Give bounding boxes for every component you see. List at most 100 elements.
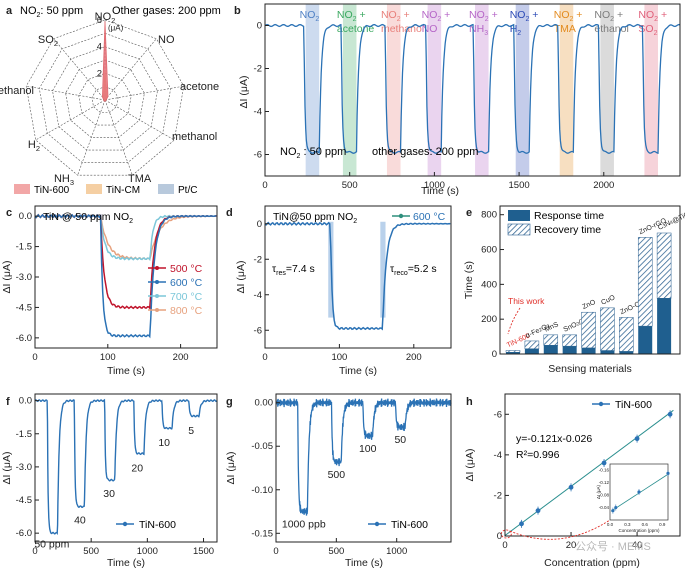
bar-response-2 — [543, 345, 558, 354]
panel-g: g 1000 ppb 500 100 50 0.00 -0.05 -0.10 -0.150 50… — [225, 393, 452, 569]
panel-f-conc-2: 30 — [103, 488, 115, 500]
legend-ptc: Pt/C — [178, 185, 197, 196]
panel-b-frame — [264, 3, 681, 177]
panel-e-ytick-label-2: 400 — [481, 279, 497, 290]
panel-e-ylabel: Time (s) — [463, 261, 475, 299]
gas-label-3: NO2 + — [422, 9, 451, 23]
panel-b-ytick-label-2: -4 — [254, 107, 262, 118]
radar-axis-label-6: H2 — [28, 139, 40, 153]
bar-recovery-3 — [562, 334, 577, 347]
bar-recovery-2 — [543, 334, 559, 346]
panel-d-xtick-label-1: 100 — [331, 352, 347, 363]
panel-d-tres: τres=7.4 s — [272, 263, 315, 277]
pulse-band-5 — [515, 4, 530, 176]
panel-e-xlabel: Sensing materials — [548, 363, 631, 375]
panel-d-frame — [264, 205, 452, 349]
radar-axis-label-8: SO2 — [38, 34, 58, 48]
inset-arrow — [509, 519, 611, 540]
panel-d: d 0 -2 -4 -6 0 100 200 TiN@50 ppm NO2 600 °C τ… — [226, 205, 452, 377]
panel-g-letter: g — [226, 396, 233, 408]
panel-c-ytick-label-3: -4.5 — [16, 302, 32, 313]
panel-h: h 0 -2 -4 -6 0 20 40 TiN-600 y=-0.121x-0.026 R… — [464, 393, 681, 569]
panel-f-frame — [34, 393, 218, 543]
panel-b-xlabel: Time (s) — [421, 185, 459, 197]
inset-ylabel: ΔI (μA) — [596, 484, 601, 499]
panel-c-xtick-label-1: 100 — [100, 352, 116, 363]
inset-point-0 — [611, 509, 615, 513]
panel-c-ytick-label-4: -6.0 — [16, 333, 32, 344]
bar-response-4 — [581, 347, 596, 354]
panel-e-ytick-label-3: 600 — [481, 245, 497, 256]
this-work-arrow — [507, 307, 521, 335]
panel-h-ylabel: ΔI (μA) — [464, 449, 476, 482]
radar-unit: (μA) — [108, 24, 124, 33]
panel-g-ylabel: ΔI (μA) — [225, 452, 237, 485]
panel-c-ytick-label-0: 0.0 — [19, 211, 32, 222]
radar-series-TiN-600 — [101, 21, 109, 102]
panel-d-ytick-label-1: -2 — [254, 254, 262, 265]
panel-d-ytick-label-0: 0 — [257, 219, 262, 230]
panel-d-ytick-label-3: -6 — [254, 325, 262, 336]
panel-a-letter: a — [6, 5, 13, 17]
panel-g-conc-0: 1000 ppb — [282, 519, 326, 531]
panel-h-xtick-label-1: 20 — [566, 540, 577, 551]
panel-d-letter: d — [226, 207, 233, 219]
panel-g-xlabel: Time (s) — [345, 557, 383, 569]
panel-g-legend: TiN-600 — [391, 519, 428, 531]
panel-e-ytick-label-0: 0 — [492, 349, 497, 360]
inset-ytick-0: -0.16 — [599, 468, 610, 473]
panel-b-no2-note: NO2 : 50 ppm — [280, 146, 346, 160]
panel-c-plot: 0.0 -1.5 -3.0 -4.5 -6.00 100 200 — [16, 211, 217, 363]
bar-response-8 — [657, 298, 672, 354]
bar-response-3 — [562, 346, 577, 354]
gas-label-7: NO2 + — [594, 9, 623, 23]
panel-g-frame — [275, 393, 452, 543]
panel-g-xtick-label-2: 1000 — [386, 546, 407, 557]
panel-a: a NO2: 50 ppm Other gases: 200 ppm 2 4 6 (μ… — [0, 5, 221, 196]
bar-recovery-4 — [581, 311, 596, 349]
bar-response-0 — [506, 352, 520, 354]
panel-f-legend: TiN-600 — [139, 519, 176, 531]
gas-label-1: NO2 + — [337, 9, 366, 23]
panel-h-xtick-label-0: 0 — [502, 540, 507, 551]
pulse-band-7 — [600, 4, 614, 176]
panel-f-conc-1: 40 — [74, 514, 86, 526]
panel-b-ytick-label-0: 0 — [257, 21, 262, 32]
pulse-band-0 — [305, 4, 320, 176]
legend-swatch-tin600 — [14, 184, 30, 194]
radar-tick-0: 2 — [97, 68, 102, 79]
panel-a-legend: TiN-600 TiN-CM Pt/C — [14, 184, 197, 196]
pulse-band-4 — [475, 4, 489, 176]
gas-label-2: NO2 + — [381, 9, 410, 23]
pulse-band-3 — [427, 4, 442, 176]
legend-700: 700 °C — [170, 291, 203, 303]
panel-b-xtick-label-3: 1500 — [509, 180, 530, 191]
panel-h-frame — [504, 393, 681, 537]
legend-swatch-ptc — [158, 184, 174, 194]
inset-xlabel: Concentration (ppm) — [618, 528, 660, 533]
panel-f-xlabel: Time (s) — [107, 557, 145, 569]
panel-g-conc-3: 50 — [394, 434, 406, 446]
gas-label-line2-2: methanol — [381, 23, 424, 35]
inset-xtick-3: 0.9 — [659, 522, 666, 527]
radar-axis-label-3: methanol — [172, 131, 217, 143]
inset-ytick-3: -0.04 — [599, 505, 610, 510]
panel-f-conc-5: 5 — [188, 425, 194, 437]
pulse-band-2 — [386, 4, 401, 176]
bar-recovery-6 — [619, 317, 634, 352]
panel-f-ytick-label-1: -1.5 — [16, 429, 32, 440]
pulse-band-8 — [644, 4, 658, 176]
panel-d-treco: τreco=5.2 s — [390, 263, 437, 277]
panel-h-ytick-label-3: -6 — [494, 409, 502, 420]
radar-axis-label-7: ethanol — [0, 85, 34, 97]
radar-grid-ring-1 — [91, 86, 119, 113]
panel-f-ylabel: ΔI (μA) — [1, 452, 13, 485]
radar-grid-ring-5 — [38, 32, 172, 163]
legend-recovery-swatch — [507, 223, 531, 236]
panel-a-other-note: Other gases: 200 ppm — [112, 5, 221, 17]
panel-h-letter: h — [466, 396, 473, 408]
radar-grid-ring-6 — [25, 19, 185, 176]
panel-c-xlabel: Time (s) — [107, 365, 145, 377]
panel-g-xtick-label-1: 500 — [328, 546, 344, 557]
panel-d-ytick-label-2: -4 — [254, 290, 262, 301]
